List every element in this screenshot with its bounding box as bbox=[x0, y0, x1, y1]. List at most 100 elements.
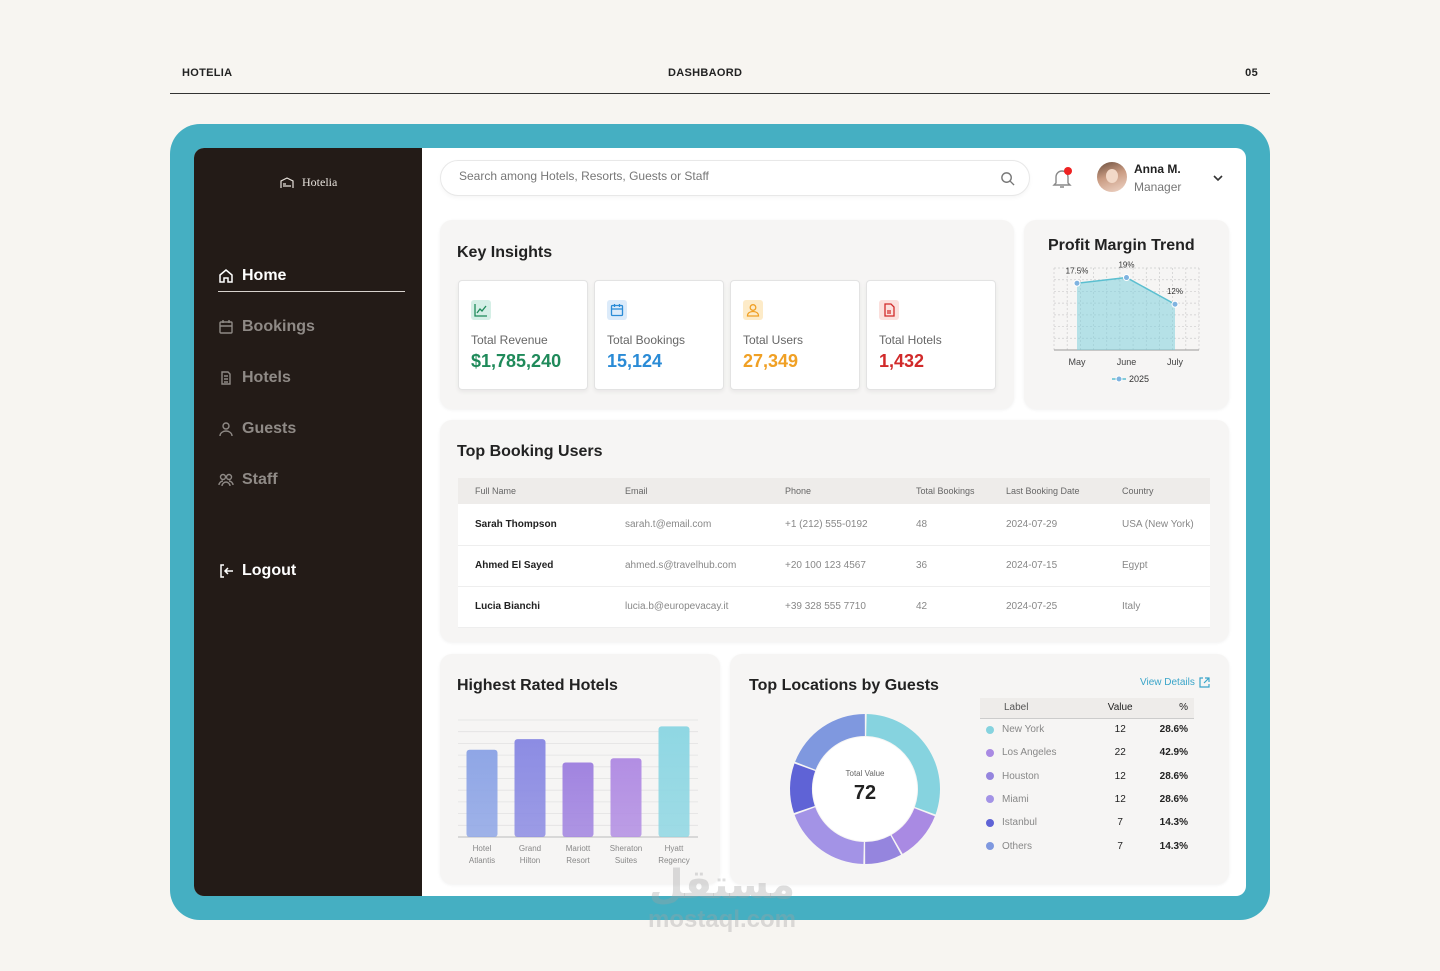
profit-margin-chart: 17.5% May 19% June 12% July 2025 bbox=[1053, 261, 1200, 384]
list-item[interactable]: Miami 12 28.6% bbox=[980, 788, 1194, 811]
col-full-name[interactable]: Full Name bbox=[458, 478, 608, 504]
x-tick-label: Mariott bbox=[566, 844, 591, 853]
logout-label: Logout bbox=[242, 562, 297, 579]
table-row[interactable]: Lucia Bianchi lucia.b@europevacay.it +39… bbox=[458, 586, 1210, 628]
cell-phone: +20 100 123 4567 bbox=[768, 545, 899, 587]
area-fill bbox=[1077, 277, 1175, 350]
bar[interactable] bbox=[658, 726, 690, 837]
data-label: 19% bbox=[1118, 261, 1134, 270]
highest-rated-hotels-card: Highest Rated Hotels Hotel Atlantis Grand H… bbox=[440, 654, 720, 884]
cell-email: sarah.t@email.com bbox=[608, 504, 768, 546]
x-tick-label: Regency bbox=[658, 856, 690, 865]
location-percent: 14.3% bbox=[1159, 840, 1188, 852]
list-item[interactable]: New York 12 28.6% bbox=[980, 718, 1194, 741]
location-label: Istanbul bbox=[1002, 817, 1038, 829]
table-row[interactable]: Ahmed El Sayed ahmed.s@travelhub.com +20… bbox=[458, 545, 1210, 587]
kpi-total-revenue[interactable]: Total Revenue $1,785,240 bbox=[458, 280, 588, 390]
col-phone[interactable]: Phone bbox=[768, 478, 899, 504]
list-item[interactable]: Others 7 14.3% bbox=[980, 834, 1194, 857]
bar[interactable] bbox=[562, 762, 594, 837]
kpi-value: 1,432 bbox=[879, 351, 925, 371]
cell-full-name: Ahmed El Sayed bbox=[458, 545, 608, 587]
chevron-down-icon[interactable] bbox=[1212, 172, 1224, 184]
logout-button[interactable]: Logout bbox=[218, 555, 405, 587]
legend-marker bbox=[1115, 375, 1123, 383]
data-point bbox=[1123, 274, 1130, 282]
table-row[interactable]: Sarah Thompson sarah.t@email.com +1 (212… bbox=[458, 504, 1210, 546]
page-header: HOTELIA DASHBAORD 05 bbox=[170, 60, 1270, 94]
guests-donut-chart bbox=[789, 714, 941, 864]
sidebar-item-label: Staff bbox=[242, 471, 278, 488]
donut-slice[interactable] bbox=[789, 763, 816, 814]
bar[interactable] bbox=[610, 758, 642, 837]
top-locations-title: Top Locations by Guests bbox=[749, 677, 939, 694]
user-icon bbox=[219, 422, 233, 437]
avatar[interactable] bbox=[1097, 162, 1127, 192]
donut-slice[interactable] bbox=[794, 807, 864, 864]
col-email[interactable]: Email bbox=[608, 478, 768, 504]
x-tick-label: Hotel bbox=[473, 844, 492, 853]
cell-total-bookings: 36 bbox=[899, 545, 989, 587]
location-value: 12 bbox=[1114, 724, 1126, 736]
view-details-link[interactable]: View Details bbox=[1140, 677, 1210, 688]
col-value: Value bbox=[1100, 698, 1140, 719]
kpi-icon-bg bbox=[743, 300, 763, 320]
location-label-cell: Los Angeles bbox=[980, 741, 1101, 764]
sidebar-item-guests[interactable]: Guests bbox=[218, 413, 405, 445]
bar[interactable] bbox=[514, 739, 546, 837]
legend-dot bbox=[986, 841, 994, 850]
dashboard-app: Hotelia Home Bookings Hotels Guests Staf… bbox=[194, 148, 1246, 896]
cell-country: Italy bbox=[1105, 586, 1210, 628]
sidebar-item-home[interactable]: Home bbox=[218, 260, 405, 292]
location-label-cell: Others bbox=[980, 834, 1101, 857]
kpi-total-bookings[interactable]: Total Bookings 15,124 bbox=[594, 280, 724, 390]
col-country[interactable]: Country bbox=[1105, 478, 1210, 504]
donut-total-value: 72 bbox=[853, 782, 877, 804]
list-item[interactable]: Houston 12 28.6% bbox=[980, 765, 1194, 788]
sidebar-item-bookings[interactable]: Bookings bbox=[218, 311, 405, 343]
location-value: 22 bbox=[1114, 747, 1126, 759]
external-link-icon bbox=[1199, 677, 1210, 688]
donut-slice[interactable] bbox=[891, 808, 935, 854]
sidebar-logo[interactable]: Hotelia bbox=[280, 175, 337, 190]
location-label-cell: New York bbox=[980, 718, 1101, 741]
col-last-booking-date[interactable]: Last Booking Date bbox=[989, 478, 1105, 504]
list-item[interactable]: Istanbul 7 14.3% bbox=[980, 811, 1194, 834]
sidebar-item-hotels[interactable]: Hotels bbox=[218, 362, 405, 394]
calendar-icon bbox=[610, 304, 624, 317]
cell-phone: +39 328 555 7710 bbox=[768, 586, 899, 628]
donut-slice[interactable] bbox=[865, 835, 902, 864]
list-item[interactable]: Los Angeles 22 42.9% bbox=[980, 741, 1194, 764]
legend-dot bbox=[986, 772, 994, 781]
x-tick-label: Atlantis bbox=[469, 856, 495, 865]
location-label-cell: Istanbul bbox=[980, 811, 1101, 834]
cell-email: ahmed.s@travelhub.com bbox=[608, 545, 768, 587]
highest-rated-hotels-chart: Hotel Atlantis Grand Hilton Mariott Resort She… bbox=[458, 719, 698, 865]
col-total-bookings[interactable]: Total Bookings bbox=[899, 478, 989, 504]
notification-dot bbox=[1064, 167, 1072, 175]
location-label: New York bbox=[1002, 724, 1045, 736]
kpi-total-hotels[interactable]: Total Hotels 1,432 bbox=[866, 280, 996, 390]
cell-total-bookings: 42 bbox=[899, 586, 989, 628]
location-value: 12 bbox=[1114, 794, 1126, 806]
search-icon[interactable] bbox=[1000, 171, 1015, 186]
table-header-row: Label Value % bbox=[980, 698, 1194, 719]
kpi-label: Total Hotels bbox=[879, 333, 942, 347]
kpi-label: Total Bookings bbox=[607, 333, 686, 347]
sidebar-item-staff[interactable]: Staff bbox=[218, 464, 405, 496]
data-label: 17.5% bbox=[1066, 266, 1089, 275]
kpi-total-users[interactable]: Total Users 27,349 bbox=[730, 280, 860, 390]
cell-country: Egypt bbox=[1105, 545, 1210, 587]
bar[interactable] bbox=[466, 749, 498, 837]
legend-dot bbox=[986, 795, 994, 804]
header-page-number: 05 bbox=[1245, 67, 1258, 79]
cell-country: USA (New York) bbox=[1105, 504, 1210, 546]
legend-label: 2025 bbox=[1129, 374, 1149, 384]
search-input[interactable] bbox=[459, 169, 979, 183]
top-booking-users-title: Top Booking Users bbox=[457, 443, 603, 460]
donut-slice[interactable] bbox=[795, 714, 865, 770]
donut-slice[interactable] bbox=[866, 714, 941, 815]
logout-icon bbox=[220, 564, 233, 578]
location-value: 12 bbox=[1114, 770, 1126, 782]
notifications-button[interactable] bbox=[1050, 166, 1074, 190]
